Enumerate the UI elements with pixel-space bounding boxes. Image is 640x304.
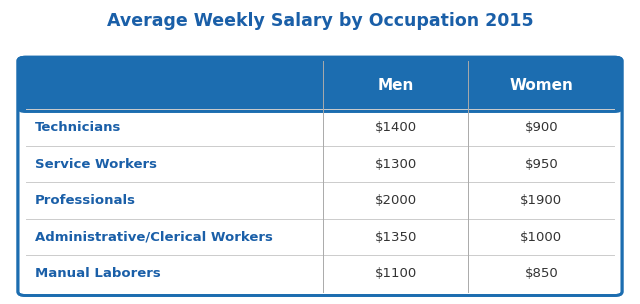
FancyBboxPatch shape xyxy=(18,57,622,113)
Text: Professionals: Professionals xyxy=(35,194,136,207)
Text: Administrative/Clerical Workers: Administrative/Clerical Workers xyxy=(35,230,273,244)
Text: Average Weekly Salary by Occupation 2015: Average Weekly Salary by Occupation 2015 xyxy=(107,12,533,30)
FancyBboxPatch shape xyxy=(18,57,622,295)
Text: Manual Laborers: Manual Laborers xyxy=(35,267,160,280)
Text: $1400: $1400 xyxy=(374,121,417,134)
Text: $850: $850 xyxy=(525,267,558,280)
Text: $1300: $1300 xyxy=(374,157,417,171)
Text: $950: $950 xyxy=(525,157,558,171)
Text: $1900: $1900 xyxy=(520,194,563,207)
Text: Women: Women xyxy=(509,78,573,92)
Text: $1100: $1100 xyxy=(374,267,417,280)
Text: Technicians: Technicians xyxy=(35,121,121,134)
Text: $1350: $1350 xyxy=(374,230,417,244)
Text: Men: Men xyxy=(378,78,414,92)
Text: $2000: $2000 xyxy=(374,194,417,207)
Bar xyxy=(26,85,614,109)
Text: $900: $900 xyxy=(525,121,558,134)
Text: $1000: $1000 xyxy=(520,230,563,244)
Text: Service Workers: Service Workers xyxy=(35,157,157,171)
